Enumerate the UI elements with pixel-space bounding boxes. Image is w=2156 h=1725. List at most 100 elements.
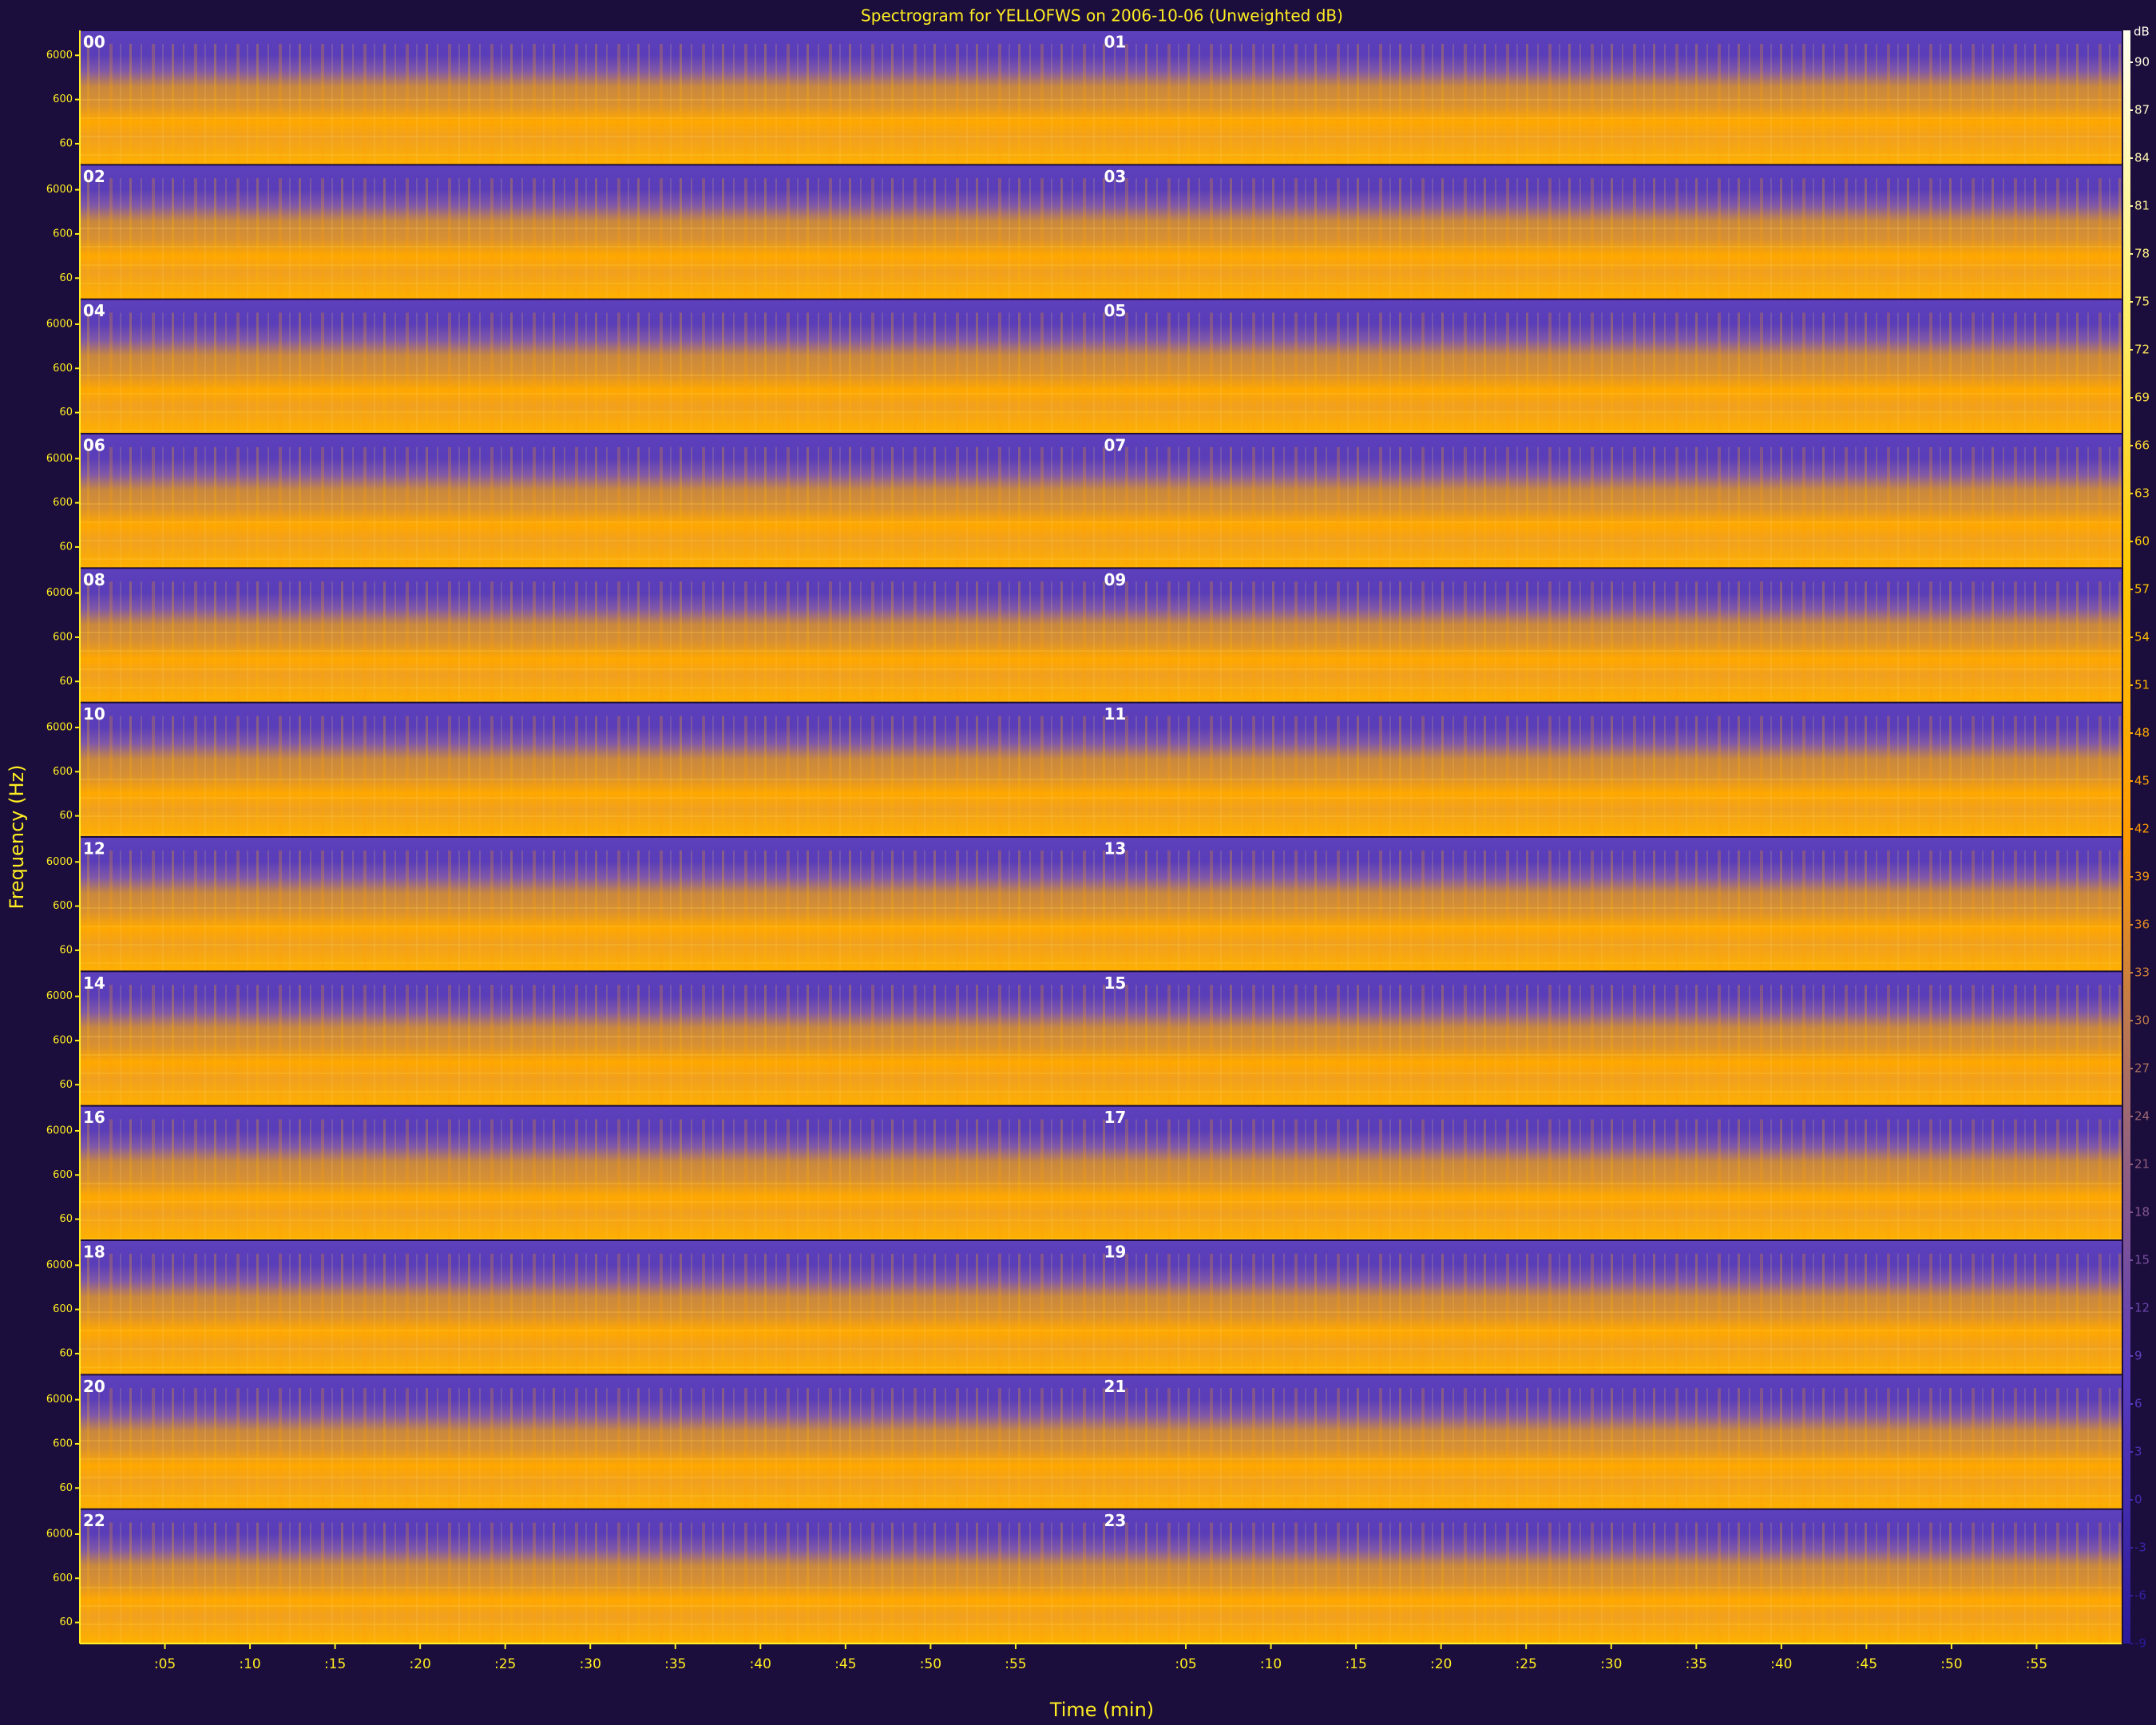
y-tick-label: 6000 xyxy=(46,721,73,733)
spectrogram-panel xyxy=(80,1375,1101,1509)
colorbar-tick-label: 9 xyxy=(2134,1349,2142,1363)
spectrogram-texture xyxy=(80,1435,1101,1509)
spectrogram-panel xyxy=(1100,569,2122,702)
x-tick-label: :50 xyxy=(1940,1656,1962,1672)
colorbar-tick-label: 27 xyxy=(2134,1061,2150,1076)
panel-label: 09 xyxy=(1104,570,1127,589)
panel-label: 18 xyxy=(83,1243,105,1262)
spectrogram-panel xyxy=(80,165,1101,299)
y-tick-label: 6000 xyxy=(46,587,73,599)
spectrogram-panel xyxy=(80,703,1101,836)
spectrogram-texture xyxy=(80,1032,1101,1105)
spectrogram-texture xyxy=(1100,494,2122,568)
spectrogram-panel xyxy=(80,569,1101,702)
spectrogram-texture xyxy=(80,359,1101,433)
colorbar-tick-label: 33 xyxy=(2134,966,2150,980)
x-tick-label: :15 xyxy=(324,1656,346,1672)
spectrogram-panel xyxy=(1100,1241,2122,1374)
colorbar-tick-label: 72 xyxy=(2134,343,2150,357)
colorbar-tick-label: 84 xyxy=(2134,151,2150,165)
colorbar-tick-label: 45 xyxy=(2134,774,2150,788)
panel-label: 15 xyxy=(1104,974,1127,993)
panel-label: 02 xyxy=(83,167,105,186)
colorbar-tick-label: 69 xyxy=(2134,391,2150,405)
colorbar-tick-label: 60 xyxy=(2134,534,2150,549)
colorbar-tick-label: 42 xyxy=(2134,822,2150,836)
spectrogram-panel xyxy=(1100,972,2122,1105)
y-tick-label: 600 xyxy=(53,1572,73,1584)
x-tick-label: :50 xyxy=(920,1656,941,1672)
x-tick-label: :55 xyxy=(2026,1656,2047,1672)
spectrogram-texture xyxy=(80,1166,1101,1239)
panel-label: 01 xyxy=(1104,33,1127,52)
spectrogram-texture xyxy=(80,629,1101,702)
y-tick-label: 600 xyxy=(53,93,73,105)
colorbar-tick-label: 51 xyxy=(2134,678,2150,692)
panel-label: 10 xyxy=(83,704,105,724)
spectrogram-panel xyxy=(80,838,1101,971)
spectrogram-panel xyxy=(1100,1509,2122,1643)
colorbar-tick-label: 3 xyxy=(2134,1445,2142,1459)
spectrogram-texture xyxy=(1100,90,2122,165)
x-tick-label: :45 xyxy=(834,1656,856,1672)
spectrogram-panel xyxy=(1100,838,2122,971)
colorbar-tick-label: 0 xyxy=(2134,1493,2142,1507)
x-tick-label: :25 xyxy=(494,1656,516,1672)
y-tick-label: 6000 xyxy=(46,318,73,330)
panel-label: 00 xyxy=(83,33,105,52)
colorbar-tick-label: 54 xyxy=(2134,630,2150,644)
colorbar-tick-label: 90 xyxy=(2134,55,2150,69)
x-tick-label: :30 xyxy=(1600,1656,1622,1672)
y-tick-label: 60 xyxy=(59,406,73,418)
colorbar-tick-label: 39 xyxy=(2134,870,2150,884)
y-tick-label: 60 xyxy=(59,1616,73,1628)
y-tick-label: 60 xyxy=(59,944,73,956)
y-tick-label: 6000 xyxy=(46,453,73,465)
colorbar-tick-label: 36 xyxy=(2134,918,2150,932)
spectrogram-panel xyxy=(1100,31,2122,165)
y-tick-label: 60 xyxy=(59,1213,73,1225)
spectrogram-panel xyxy=(80,299,1101,433)
x-tick-label: :40 xyxy=(750,1656,771,1672)
panel-label: 16 xyxy=(83,1108,105,1127)
spectrogram-panel xyxy=(80,1509,1101,1643)
chart-title: Spectrogram for YELLOFWS on 2006-10-06 (… xyxy=(861,6,1343,26)
spectrogram-panel xyxy=(1100,434,2122,568)
colorbar-tick-label: 6 xyxy=(2134,1397,2142,1411)
y-tick-label: 60 xyxy=(59,137,73,149)
colorbar-tick-label: 78 xyxy=(2134,247,2150,261)
spectrogram-texture xyxy=(1100,1166,2122,1239)
spectrogram-panel xyxy=(80,972,1101,1105)
y-tick-label: 600 xyxy=(53,766,73,778)
spectrogram-texture xyxy=(1100,359,2122,433)
x-tick-label: :45 xyxy=(1856,1656,1877,1672)
spectrogram-texture xyxy=(1100,629,2122,702)
colorbar-tick-label: 57 xyxy=(2134,582,2150,597)
spectrogram-texture xyxy=(80,225,1101,299)
spectrogram-texture xyxy=(1100,1300,2122,1374)
x-tick-label: :15 xyxy=(1345,1656,1366,1672)
colorbar-tick-label: 18 xyxy=(2134,1205,2150,1219)
panel-label: 20 xyxy=(83,1377,105,1396)
y-tick-label: 60 xyxy=(59,272,73,284)
spectrogram-texture xyxy=(80,494,1101,568)
panel-label: 17 xyxy=(1104,1108,1127,1127)
colorbar-tick-label: -9 xyxy=(2134,1636,2146,1651)
y-tick-label: 60 xyxy=(59,810,73,822)
spectrogram-texture xyxy=(1100,225,2122,299)
y-tick-label: 600 xyxy=(53,1169,73,1181)
panel-label: 22 xyxy=(83,1511,105,1530)
x-tick-label: :05 xyxy=(1175,1656,1196,1672)
colorbar-tick-label: 81 xyxy=(2134,199,2150,213)
colorbar xyxy=(2123,30,2130,1644)
colorbar-tick-label: -3 xyxy=(2134,1541,2146,1555)
spectrogram-panel xyxy=(1100,299,2122,433)
y-tick-label: 6000 xyxy=(46,1259,73,1271)
spectrogram-texture xyxy=(1100,897,2122,971)
spectrogram-texture xyxy=(80,90,1101,165)
spectrogram-texture xyxy=(80,1569,1101,1643)
y-tick-label: 6000 xyxy=(46,990,73,1002)
colorbar-tick-label: 66 xyxy=(2134,438,2150,453)
panel-label: 05 xyxy=(1104,301,1127,320)
x-tick-label: :05 xyxy=(154,1656,176,1672)
